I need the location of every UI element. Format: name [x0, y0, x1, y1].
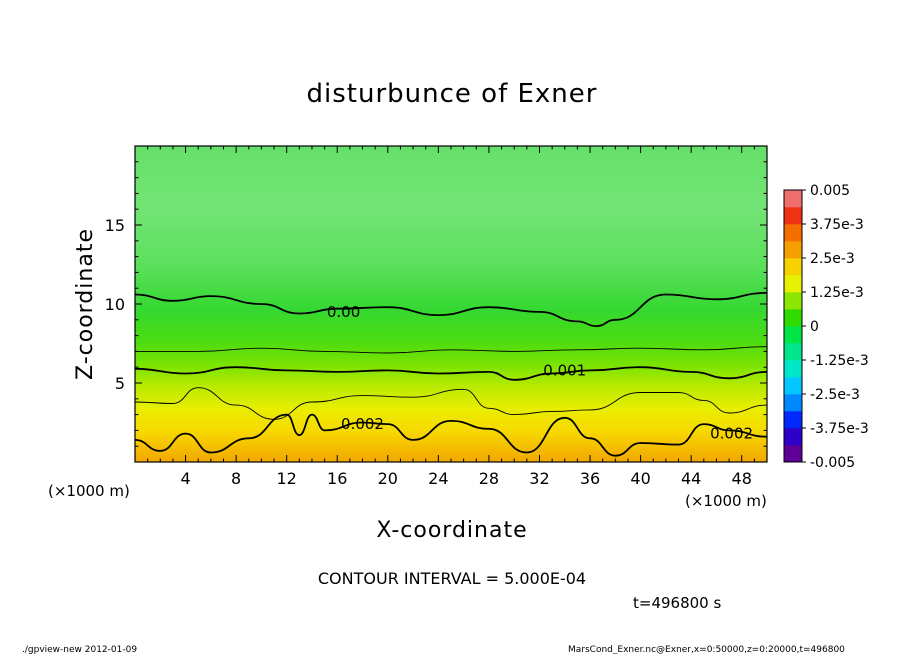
x-axis: 4 8 12 16 20 24 28 32 36 40 44 48: [147, 146, 755, 488]
colorbar-swatch: [784, 309, 802, 327]
colorbar-label: -3.75e-3: [810, 421, 869, 437]
x-tick-label: 16: [327, 469, 347, 488]
x-tick-label: 24: [428, 469, 448, 488]
colorbar-label: 2.5e-3: [810, 251, 855, 267]
colorbar-label: -2.5e-3: [810, 387, 860, 403]
plot-field: [135, 146, 767, 462]
contour-line-0.0005: [135, 346, 767, 354]
colorbar-label: -1.25e-3: [810, 353, 869, 369]
colorbar-swatch: [784, 207, 802, 225]
colorbar-swatch: [784, 411, 802, 429]
colorbar-swatch: [784, 292, 802, 310]
colorbar-label: 3.75e-3: [810, 217, 864, 233]
x-tick-label: 12: [277, 469, 297, 488]
footer-right: MarsCond_Exner.nc@Exner,x=0:50000,z=0:20…: [568, 645, 845, 654]
y-axis: 5 10 15: [105, 161, 767, 447]
contour-label: 0.002: [341, 415, 384, 433]
y-tick-label: 15: [105, 216, 125, 235]
y-axis-label: Z-coordinate: [73, 228, 98, 380]
footer-left: ./gpview-new 2012-01-09: [22, 645, 137, 654]
x-axis-label: X-coordinate: [376, 518, 527, 543]
colorbar-swatch: [784, 190, 802, 208]
contour-label: 0.00: [327, 303, 360, 321]
colorbar-swatch: [784, 343, 802, 361]
y-tick-label: 5: [115, 374, 125, 393]
colorbar-label: 1.25e-3: [810, 285, 864, 301]
colorbar-swatch: [784, 360, 802, 378]
contour-interval: CONTOUR INTERVAL = 5.000E-04: [318, 569, 586, 588]
contour-line-0.00: [135, 292, 767, 328]
time-label: t=496800 s: [633, 594, 721, 612]
colorbar-swatch: [784, 224, 802, 242]
x-tick-label: 28: [479, 469, 499, 488]
colorbar: [783, 189, 803, 463]
x-unit-left: (×1000 m): [48, 482, 130, 500]
colorbar-swatch: [784, 258, 802, 276]
x-tick-label: 48: [732, 469, 752, 488]
colorbar-swatch: [784, 275, 802, 293]
contour-line-0.001: [135, 366, 767, 381]
colorbar-swatch: [784, 377, 802, 395]
colorbar-label: 0: [810, 319, 819, 335]
x-tick-label: 40: [630, 469, 650, 488]
contour-label: 0.001: [543, 361, 586, 379]
colorbar-swatch: [784, 326, 802, 344]
colorbar-swatch: [784, 428, 802, 446]
contour-line-0.002: [135, 413, 767, 457]
colorbar-labels: 0.005 3.75e-3 2.5e-3 1.25e-3 0 -1.25e-3 -2.5e-…: [802, 183, 869, 471]
x-tick-label: 36: [580, 469, 600, 488]
contour-lines: [135, 292, 767, 457]
colorbar-label: -0.005: [810, 455, 855, 471]
x-tick-label: 32: [529, 469, 549, 488]
x-tick-label: 20: [378, 469, 398, 488]
x-tick-label: 4: [180, 469, 190, 488]
y-tick-label: 10: [105, 295, 125, 314]
x-tick-label: 44: [681, 469, 701, 488]
colorbar-label: 0.005: [810, 183, 850, 199]
contour-labels: 0.00 0.001 0.002 0.002: [327, 303, 753, 443]
colorbar-swatch: [784, 241, 802, 259]
colorbar-swatch: [784, 394, 802, 412]
contour-label: 0.002: [710, 425, 753, 443]
x-unit-right: (×1000 m): [685, 492, 767, 510]
contour-line-0.0015: [135, 387, 767, 420]
x-tick-label: 8: [231, 469, 241, 488]
chart-title: disturbunce of Exner: [307, 79, 598, 109]
colorbar-swatch: [784, 445, 802, 463]
